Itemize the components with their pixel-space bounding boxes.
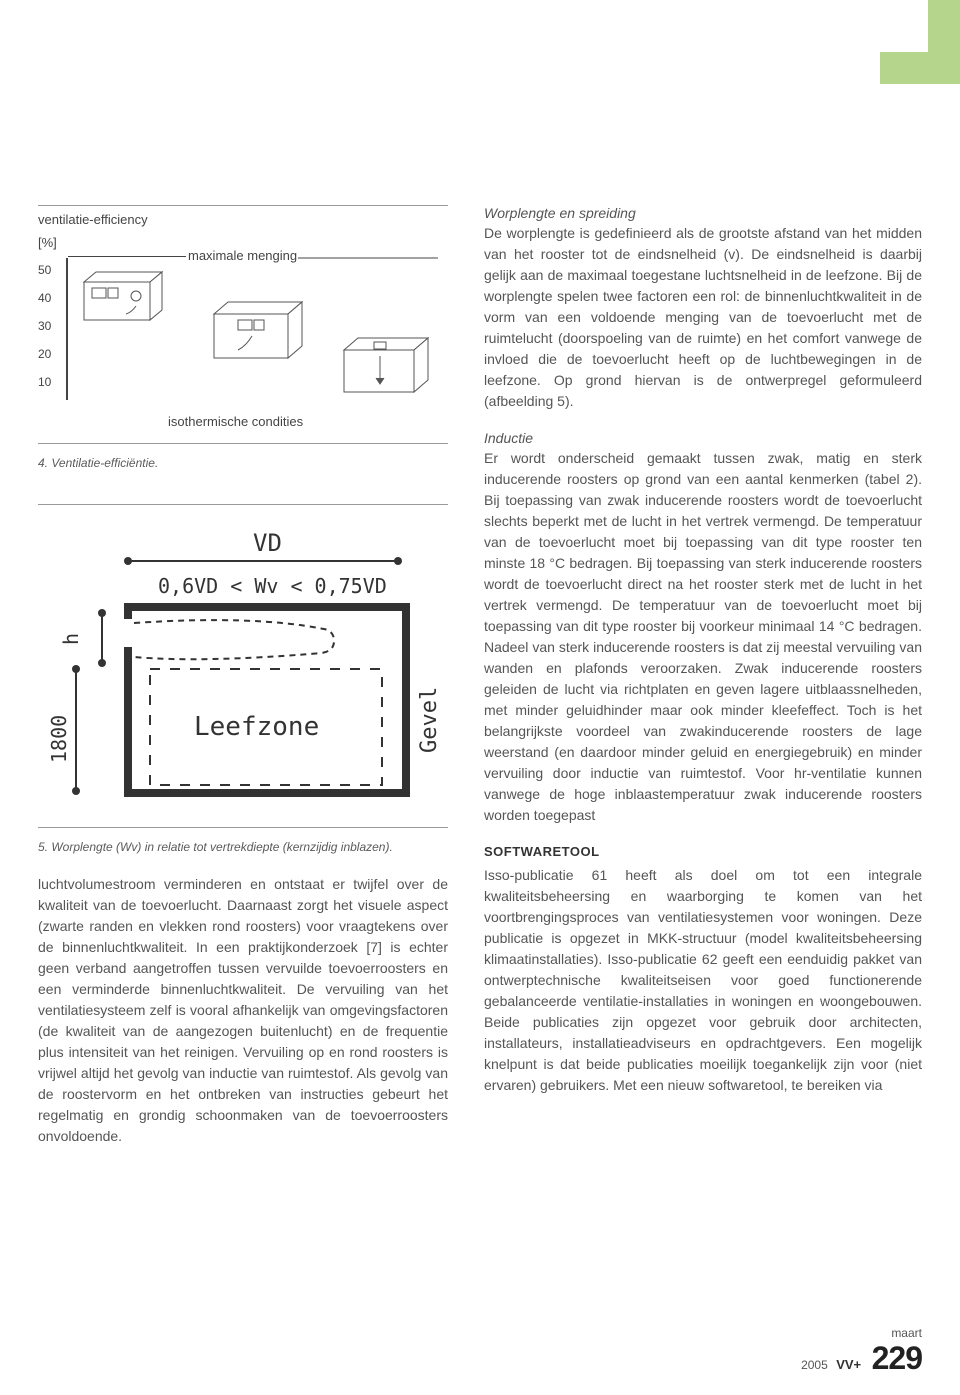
section-softwaretool: SOFTWARETOOL Isso-publicatie 61 heeft al… (484, 844, 922, 1096)
figure-5: VD 0,6VD < Wv < 0,75VD h 1800 (38, 504, 448, 813)
body-worplengte: De worplengte is gedefinieerd als de gro… (484, 223, 922, 412)
footer-mag: VV+ (836, 1357, 861, 1372)
left-column: ventilatie-efficiency [%] 50 40 30 20 10… (38, 205, 448, 1147)
footer-month: maart (801, 1326, 922, 1340)
fig5-leefzone: Leefzone (194, 712, 319, 742)
tick-30: 30 (38, 312, 51, 340)
fig4-y-ticks: 50 40 30 20 10 (38, 256, 51, 396)
fig5-gevel: Gevel (417, 687, 442, 753)
page-content: ventilatie-efficiency [%] 50 40 30 20 10… (38, 205, 922, 1147)
fig4-caption: 4. Ventilatie-efficiëntie. (38, 456, 448, 470)
tick-50: 50 (38, 256, 51, 284)
fig4-box-1-icon (78, 268, 168, 326)
tick-40: 40 (38, 284, 51, 312)
fig4-rule (38, 443, 448, 444)
corner-mark-icon (880, 0, 960, 100)
figure-4: ventilatie-efficiency [%] 50 40 30 20 10… (38, 205, 448, 435)
left-paragraph: luchtvolumestroom verminderen en ontstaa… (38, 874, 448, 1147)
tick-20: 20 (38, 340, 51, 368)
fig5-1800: 1800 (47, 715, 71, 763)
page-footer: maart 2005 VV+ 229 (801, 1326, 922, 1377)
fig4-xlabel: isothermische condities (168, 414, 303, 429)
body-softwaretool: Isso-publicatie 61 heeft als doel om tot… (484, 865, 922, 1096)
fig5-caption: 5. Worplengte (Wv) in relatie tot vertre… (38, 840, 448, 854)
head-inductie: Inductie (484, 430, 922, 446)
fig4-axis (66, 258, 68, 400)
fig4-leader-line (68, 256, 186, 257)
fig4-title: ventilatie-efficiency (38, 212, 448, 227)
footer-year: 2005 (801, 1358, 828, 1372)
fig4-leader-right (298, 254, 438, 262)
head-worplengte: Worplengte en spreiding (484, 205, 922, 221)
fig4-box-3-icon (338, 334, 434, 398)
section-worplengte: Worplengte en spreiding De worplengte is… (484, 205, 922, 412)
footer-page: 229 (872, 1340, 922, 1376)
section-inductie: Inductie Er wordt onderscheid gemaakt tu… (484, 430, 922, 826)
fig5-constraint: 0,6VD < Wv < 0,75VD (158, 574, 387, 598)
fig5-rule (38, 827, 448, 828)
body-inductie: Er wordt onderscheid gemaakt tussen zwak… (484, 448, 922, 826)
left-body-text: luchtvolumestroom verminderen en ontstaa… (38, 874, 448, 1147)
tick-10: 10 (38, 368, 51, 396)
fig4-annotation: maximale menging (188, 248, 297, 263)
head-softwaretool: SOFTWARETOOL (484, 844, 922, 859)
fig5-svg: VD 0,6VD < Wv < 0,75VD h 1800 (38, 523, 448, 813)
right-column: Worplengte en spreiding De worplengte is… (484, 205, 922, 1147)
fig5-h-label: h (59, 633, 83, 645)
fig5-vd-label: VD (253, 529, 282, 557)
fig4-box-2-icon (208, 298, 308, 364)
